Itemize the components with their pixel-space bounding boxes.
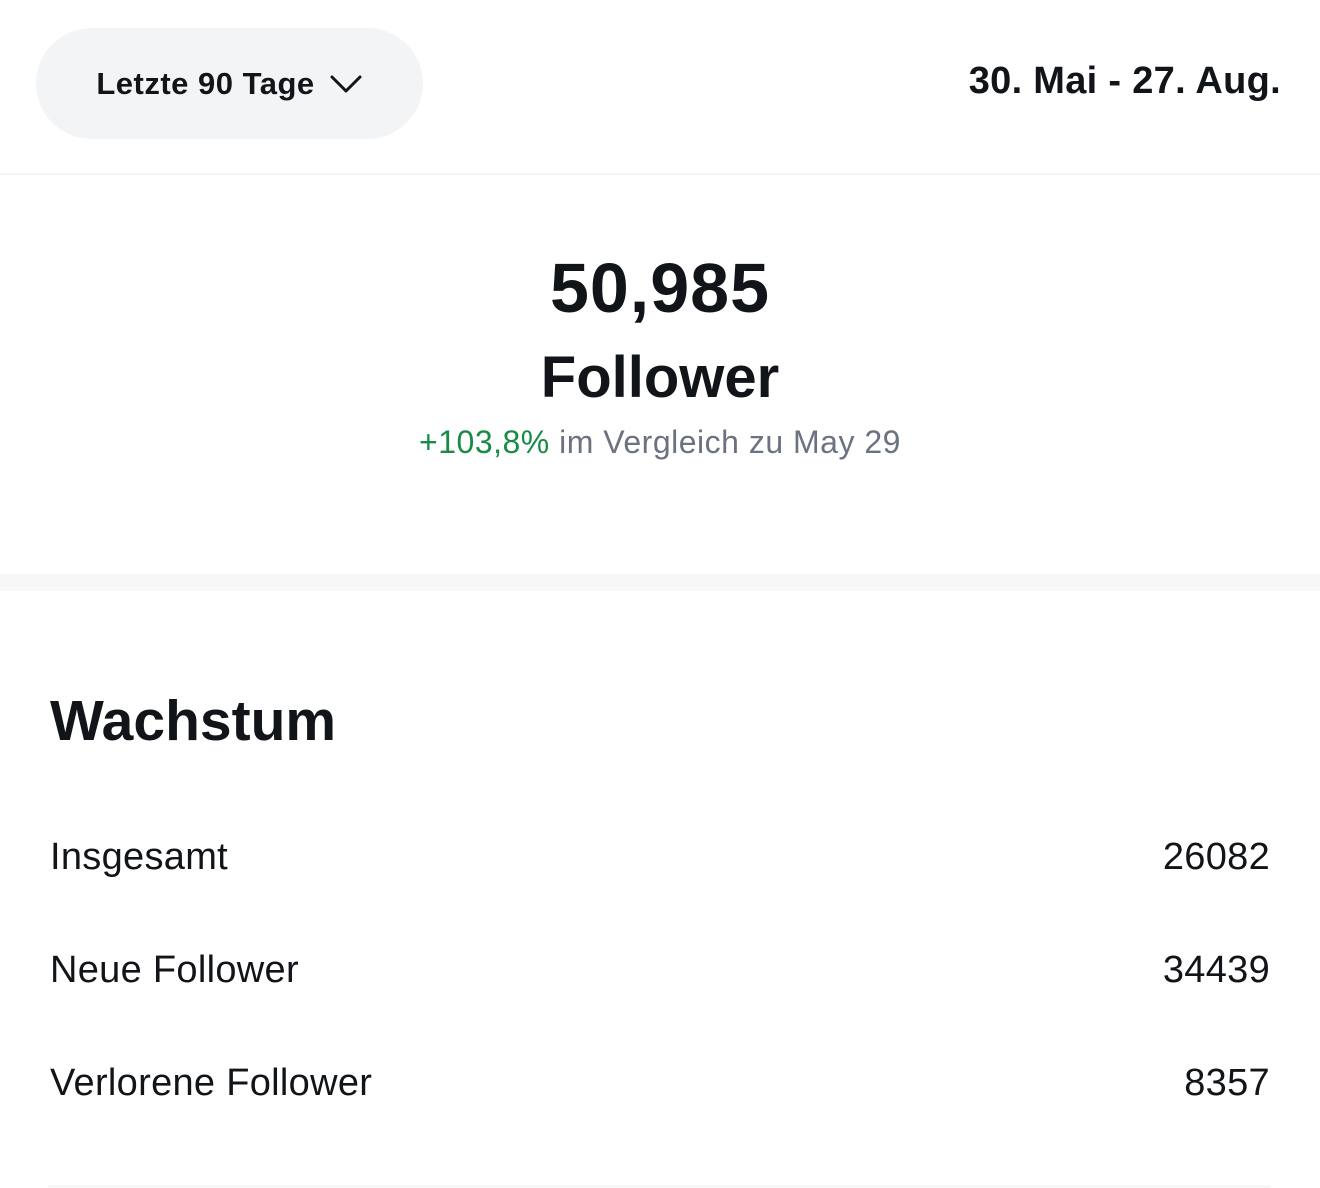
growth-row-new: Neue Follower 34439 (50, 940, 1270, 1000)
bottom-divider (48, 1185, 1270, 1188)
chevron-down-icon (330, 75, 362, 92)
header: Letzte 90 Tage 30. Mai - 27. Aug. (0, 0, 1320, 175)
date-range-dropdown[interactable]: Letzte 90 Tage (36, 28, 423, 139)
row-value: 8357 (1184, 1061, 1270, 1104)
comparison-text: +103,8% im Vergleich zu May 29 (0, 424, 1320, 461)
growth-row-lost: Verlorene Follower 8357 (50, 1053, 1270, 1113)
follower-label: Follower (540, 345, 780, 410)
follower-summary: 50,985 Follower +103,8% im Vergleich zu … (0, 176, 1320, 574)
growth-title: Wachstum (50, 689, 337, 753)
row-label: Insgesamt (50, 835, 229, 878)
row-value: 34439 (1162, 948, 1270, 991)
change-description: im Vergleich zu May 29 (559, 424, 901, 460)
row-label: Neue Follower (50, 948, 299, 991)
change-percent: +103,8% (419, 424, 550, 460)
date-range-text: 30. Mai - 27. Aug. (968, 60, 1281, 102)
growth-row-total: Insgesamt 26082 (50, 827, 1270, 887)
section-divider (0, 574, 1320, 591)
row-label: Verlorene Follower (50, 1061, 373, 1104)
date-range-dropdown-label: Letzte 90 Tage (96, 65, 315, 101)
follower-count: 50,985 (549, 249, 771, 327)
row-value: 26082 (1162, 835, 1270, 878)
